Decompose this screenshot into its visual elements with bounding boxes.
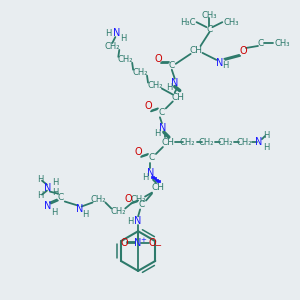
Text: CH₂: CH₂: [130, 195, 146, 204]
Text: C: C: [258, 38, 264, 47]
Text: N: N: [147, 168, 155, 178]
Text: CH: CH: [189, 46, 202, 56]
Text: N: N: [216, 58, 223, 68]
Text: H: H: [51, 208, 57, 217]
Text: O: O: [120, 238, 128, 248]
Text: +: +: [140, 237, 146, 243]
Text: N: N: [134, 238, 142, 248]
Text: CH₃: CH₃: [275, 38, 290, 47]
Text: N: N: [134, 216, 142, 226]
Text: CH₂: CH₂: [147, 81, 163, 90]
Text: H: H: [37, 191, 43, 200]
Text: C: C: [58, 193, 64, 202]
Text: CH₂: CH₂: [180, 138, 195, 147]
Text: CH₂: CH₂: [199, 138, 214, 147]
Text: H: H: [154, 129, 160, 138]
Text: H: H: [222, 61, 229, 70]
Text: H: H: [166, 83, 172, 92]
Text: CH: CH: [171, 93, 184, 102]
Text: O: O: [148, 238, 156, 248]
Text: O: O: [134, 147, 142, 157]
Text: H: H: [105, 28, 112, 38]
Text: CH₂: CH₂: [218, 138, 233, 147]
Text: N: N: [76, 204, 83, 214]
Text: N: N: [171, 78, 178, 88]
Text: C: C: [159, 108, 165, 117]
Text: H: H: [37, 175, 43, 184]
Text: H: H: [52, 178, 58, 187]
Text: H: H: [82, 210, 89, 219]
Text: H: H: [120, 34, 126, 43]
Text: H: H: [52, 188, 58, 197]
Text: CH₃: CH₃: [202, 11, 217, 20]
Text: CH₂: CH₂: [110, 207, 126, 216]
Text: N: N: [159, 123, 167, 133]
Text: H: H: [263, 142, 269, 152]
Text: CH₂: CH₂: [236, 138, 252, 147]
Text: CH₃: CH₃: [223, 18, 239, 27]
Text: CH₂: CH₂: [105, 43, 120, 52]
Text: C: C: [169, 61, 175, 70]
Text: N: N: [255, 137, 263, 147]
Text: O: O: [154, 54, 162, 64]
Text: N: N: [44, 202, 52, 212]
Text: CH₂: CH₂: [132, 68, 148, 77]
Text: O: O: [144, 101, 152, 111]
Text: O: O: [124, 194, 132, 203]
Text: H: H: [142, 173, 148, 182]
Text: −: −: [154, 242, 161, 250]
Text: CH₂: CH₂: [91, 195, 106, 204]
Text: C: C: [206, 25, 213, 34]
Text: N: N: [112, 28, 120, 38]
Text: H: H: [263, 130, 269, 140]
Text: H₃C: H₃C: [180, 18, 196, 27]
Text: N: N: [44, 183, 52, 193]
Text: H: H: [127, 217, 134, 226]
Text: C: C: [139, 200, 145, 209]
Text: C: C: [149, 153, 155, 162]
Text: CH: CH: [152, 183, 164, 192]
Text: O: O: [239, 46, 247, 56]
Text: CH: CH: [161, 138, 174, 147]
Text: CH₂: CH₂: [118, 55, 133, 64]
